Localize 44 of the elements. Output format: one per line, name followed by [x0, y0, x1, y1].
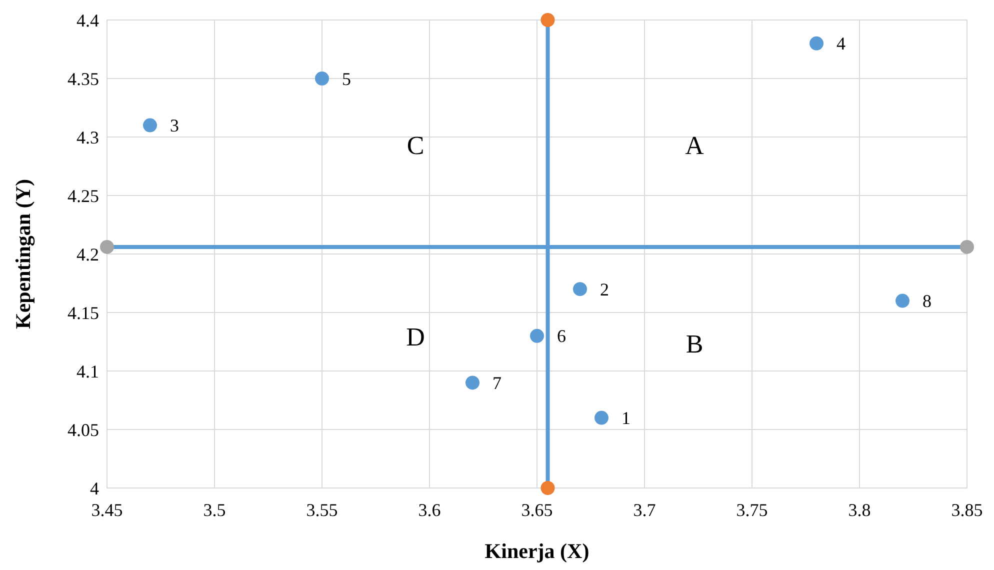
y-tick-label: 4.2 — [76, 244, 99, 264]
point — [100, 240, 114, 254]
annotation: 8 — [922, 291, 932, 312]
point — [573, 282, 587, 296]
annotation: 6 — [557, 326, 566, 346]
annotation: B — [686, 329, 704, 358]
point — [315, 72, 329, 86]
y-tick-label: 4.35 — [68, 68, 99, 89]
point — [143, 118, 157, 132]
x-tick-label: 3.5 — [203, 500, 226, 520]
x-tick-label: 3.6 — [418, 500, 441, 520]
annotation: 5 — [342, 68, 351, 89]
annotation: D — [406, 322, 425, 352]
y-tick-label: 4.15 — [68, 302, 99, 323]
annotation: 4 — [836, 34, 846, 54]
y-tick-label: 4 — [90, 478, 99, 498]
point — [540, 13, 555, 27]
annotation: 3 — [170, 116, 179, 136]
x-tick-label: 3.75 — [736, 500, 768, 520]
annotation: A — [685, 130, 704, 160]
y-tick-label: 4.3 — [76, 127, 99, 148]
y-tick-label: 4.25 — [68, 186, 99, 206]
point — [466, 376, 480, 390]
point — [896, 294, 910, 308]
point — [540, 481, 555, 495]
point — [594, 410, 608, 425]
x-tick-label: 3.85 — [951, 500, 983, 520]
x-tick-label: 3.7 — [633, 500, 656, 520]
x-tick-label: 3.8 — [848, 500, 871, 520]
point — [530, 328, 544, 343]
point — [810, 36, 824, 50]
point — [960, 240, 974, 254]
y-axis-title: Kepentingan (Y) — [11, 179, 35, 329]
annotation: 1 — [622, 408, 630, 428]
x-tick-label: 3.65 — [521, 500, 553, 520]
annotation: C — [406, 130, 424, 160]
x-axis-title: Kinerja (X) — [484, 539, 590, 563]
x-tick-label: 3.45 — [91, 500, 123, 520]
annotation: 2 — [600, 279, 609, 300]
y-tick-label: 4.4 — [76, 10, 99, 30]
y-tick-label: 4.05 — [68, 420, 99, 440]
y-tick-label: 4.1 — [76, 361, 99, 382]
x-tick-label: 3.55 — [306, 500, 338, 520]
annotation: 7 — [492, 373, 502, 393]
